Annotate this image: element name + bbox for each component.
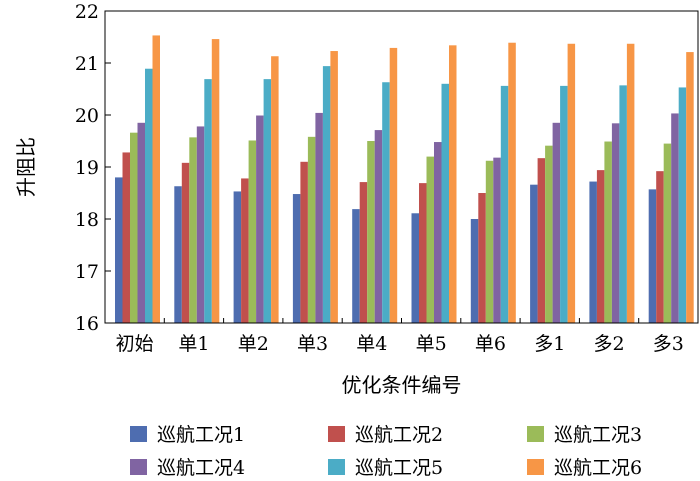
bar: [115, 177, 123, 323]
bar: [678, 87, 687, 323]
bar: [500, 85, 509, 323]
bar: [552, 122, 561, 323]
legend-swatch: [328, 459, 345, 475]
bar: [478, 193, 486, 323]
x-tick-label: 单4: [356, 333, 387, 355]
legend-swatch: [527, 426, 544, 442]
bar: [152, 35, 160, 323]
bar: [322, 66, 331, 324]
legend-label: 巡航工况2: [355, 424, 443, 446]
x-tick-label: 单2: [238, 333, 269, 355]
x-tick-label: 单5: [416, 333, 447, 355]
bar: [686, 52, 694, 324]
bar: [671, 113, 679, 323]
bar: [174, 186, 182, 323]
bar: [537, 158, 546, 323]
legend-label: 巡航工况6: [554, 457, 642, 479]
bar: [560, 85, 568, 323]
bar: [411, 213, 419, 323]
bar: [441, 83, 449, 323]
legend-label: 巡航工况3: [554, 424, 642, 446]
bar: [307, 136, 316, 323]
bar: [292, 194, 301, 323]
bar: [130, 132, 138, 323]
legend-label: 巡航工况4: [157, 457, 245, 479]
bar: [315, 112, 323, 323]
bar: [389, 47, 398, 324]
bar: [256, 115, 264, 324]
x-tick-label: 单6: [475, 333, 506, 355]
bar: [122, 152, 130, 323]
bar: [233, 191, 242, 323]
bar: [604, 141, 612, 323]
legend-swatch: [130, 459, 147, 475]
bar: [419, 183, 427, 323]
bar: [545, 145, 553, 323]
bar: [241, 178, 249, 323]
bar: [493, 157, 501, 323]
bar: [248, 140, 257, 323]
y-tick-label: 21: [75, 53, 99, 75]
bar: [663, 143, 672, 323]
y-tick-label: 18: [75, 209, 99, 231]
legend-swatch: [130, 426, 147, 442]
legend: 巡航工况1 巡航工况2 巡航工况3 巡航工况4 巡航工况5 巡航工况6: [130, 424, 642, 479]
y-tick-label: 16: [75, 313, 99, 335]
bar: [189, 137, 197, 323]
bar: [204, 79, 212, 324]
legend-swatch: [527, 459, 544, 475]
y-tick-label: 19: [75, 157, 99, 179]
bar: [626, 43, 635, 323]
x-tick-label: 多1: [534, 333, 565, 355]
y-axis-title: 升阻比: [14, 137, 38, 197]
bar: [426, 156, 434, 323]
bar: [611, 123, 620, 323]
bar: [449, 45, 457, 323]
x-tick-label: 单3: [297, 333, 328, 355]
bar: [382, 82, 390, 324]
bar: [508, 42, 516, 323]
bar: [330, 51, 338, 323]
bar: [656, 171, 664, 323]
bar: [434, 142, 442, 323]
bar: [367, 141, 375, 323]
y-tick-label: 22: [75, 1, 99, 23]
y-tick-label: 17: [75, 261, 99, 283]
x-tick-label: 单1: [178, 333, 209, 355]
bar: [181, 162, 190, 323]
legend-label: 巡航工况5: [355, 457, 443, 479]
x-axis-title: 优化条件编号: [342, 373, 462, 397]
bar: [374, 130, 383, 323]
bar: [530, 184, 538, 323]
x-axis: 初始 单1 单2 单3 单4 单5 单6 多1 多2 多3: [116, 318, 684, 355]
bar: [263, 79, 272, 324]
bar: [300, 161, 308, 323]
bar: [596, 170, 605, 323]
y-axis: 16 17 18 19 20 21 22: [75, 1, 111, 335]
bar: [359, 182, 368, 323]
bar: [211, 39, 220, 324]
bar: [485, 160, 494, 323]
bars-group: [115, 35, 694, 324]
bar: [137, 122, 145, 323]
bar: [271, 56, 279, 324]
bar: [648, 189, 657, 323]
x-tick-label: 初始: [116, 333, 154, 355]
bar: [589, 181, 597, 323]
legend-swatch: [328, 426, 345, 442]
bar: [196, 126, 205, 323]
bar: [352, 209, 360, 323]
bar: [470, 219, 479, 323]
legend-label: 巡航工况1: [157, 424, 245, 446]
x-tick-label: 多3: [653, 333, 684, 355]
bar: [145, 68, 153, 323]
bar: [567, 43, 576, 323]
bar: [619, 85, 627, 323]
x-tick-label: 多2: [594, 333, 625, 355]
y-tick-label: 20: [75, 105, 99, 127]
